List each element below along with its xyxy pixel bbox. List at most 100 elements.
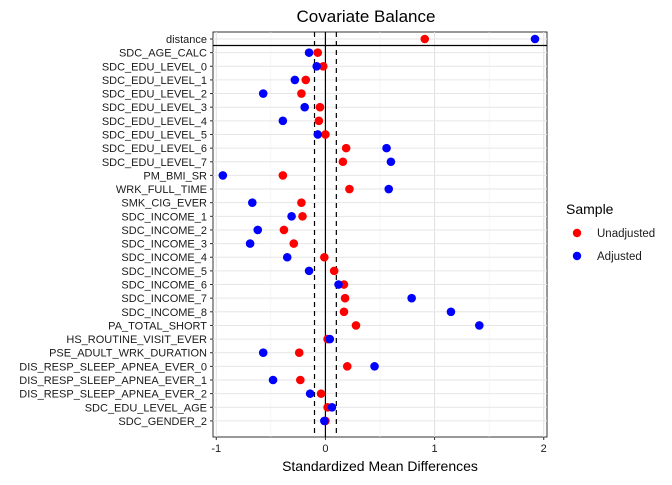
point-unadjusted bbox=[320, 252, 329, 262]
category-label: SDC_INCOME_5 bbox=[121, 266, 207, 278]
category-label: SDC_EDU_LEVEL_AGE bbox=[85, 402, 207, 414]
category-label: SDC_EDU_LEVEL_5 bbox=[102, 129, 207, 141]
point-adjusted bbox=[313, 130, 323, 139]
point-unadjusted bbox=[296, 375, 305, 385]
point-adjusted bbox=[305, 389, 315, 398]
legend-key-adjusted bbox=[572, 251, 582, 261]
legend-label-unadjusted: Unadjusted bbox=[597, 228, 655, 240]
point-adjusted bbox=[300, 102, 309, 112]
point-unadjusted bbox=[289, 239, 299, 248]
point-adjusted bbox=[282, 252, 292, 262]
category-label: SMK_CIG_EVER bbox=[121, 198, 207, 210]
point-unadjusted bbox=[298, 212, 307, 221]
category-label: SDC_INCOME_3 bbox=[121, 239, 207, 251]
category-label: distance bbox=[166, 34, 207, 46]
point-adjusted bbox=[218, 171, 228, 180]
point-adjusted bbox=[258, 89, 268, 98]
legend-key-unadjusted bbox=[572, 228, 582, 238]
legend-label-adjusted: Adjusted bbox=[597, 251, 642, 263]
x-tick-label: 2 bbox=[541, 443, 547, 455]
reference-lines bbox=[213, 32, 547, 437]
point-adjusted bbox=[334, 280, 343, 289]
point-adjusted bbox=[382, 143, 391, 153]
category-label: PM_BMI_SR bbox=[143, 170, 207, 182]
data-points bbox=[218, 34, 540, 426]
point-unadjusted bbox=[297, 198, 306, 207]
point-unadjusted bbox=[318, 61, 328, 71]
point-adjusted bbox=[386, 157, 396, 167]
category-label: PSE_ADULT_WRK_DURATION bbox=[49, 348, 207, 360]
category-label: SDC_INCOME_4 bbox=[121, 252, 207, 264]
point-unadjusted bbox=[301, 75, 311, 85]
category-label: SDC_INCOME_8 bbox=[121, 307, 207, 319]
point-unadjusted bbox=[279, 225, 289, 235]
point-adjusted bbox=[304, 48, 314, 57]
point-adjusted bbox=[325, 334, 335, 344]
point-unadjusted bbox=[316, 389, 326, 398]
category-label: SDC_EDU_LEVEL_1 bbox=[102, 75, 207, 87]
category-label: WRK_FULL_TIME bbox=[116, 184, 207, 196]
point-unadjusted bbox=[340, 293, 350, 303]
category-label: SDC_EDU_LEVEL_3 bbox=[102, 102, 207, 114]
category-label: DIS_RESP_SLEEP_APNEA_EVER_0 bbox=[19, 361, 207, 373]
point-unadjusted bbox=[341, 143, 351, 153]
point-adjusted bbox=[247, 198, 257, 207]
category-label: SDC_GENDER_2 bbox=[118, 416, 207, 428]
category-label: DIS_RESP_SLEEP_APNEA_EVER_1 bbox=[19, 375, 207, 387]
x-tick-label: -1 bbox=[211, 443, 221, 455]
x-tick-label: 0 bbox=[322, 443, 328, 455]
category-label: HS_ROUTINE_VISIT_EVER bbox=[66, 334, 207, 346]
category-label: SDC_EDU_LEVEL_0 bbox=[102, 61, 207, 73]
category-label: SDC_EDU_LEVEL_2 bbox=[102, 89, 207, 101]
category-label: DIS_RESP_SLEEP_APNEA_EVER_2 bbox=[19, 389, 207, 401]
x-ticks: -1 0 1 2 bbox=[211, 437, 547, 455]
point-unadjusted bbox=[315, 102, 325, 112]
point-adjusted bbox=[290, 75, 300, 85]
category-label: SDC_EDU_LEVEL_6 bbox=[102, 143, 207, 155]
point-adjusted bbox=[370, 362, 379, 371]
point-unadjusted bbox=[278, 171, 288, 180]
point-unadjusted bbox=[420, 34, 430, 44]
chart-title: Covariate Balance bbox=[297, 7, 436, 26]
point-adjusted bbox=[475, 321, 484, 330]
point-adjusted bbox=[446, 307, 456, 317]
point-adjusted bbox=[287, 212, 296, 221]
point-adjusted bbox=[312, 61, 321, 71]
grid-layer bbox=[213, 32, 547, 437]
point-unadjusted bbox=[339, 307, 349, 317]
category-label: SDC_INCOME_7 bbox=[121, 293, 207, 305]
category-label: SDC_AGE_CALC bbox=[119, 48, 207, 60]
legend: Sample Unadjusted Adjusted bbox=[566, 201, 655, 263]
point-unadjusted bbox=[297, 89, 306, 98]
x-axis-label: Standardized Mean Differences bbox=[282, 458, 478, 474]
point-adjusted bbox=[530, 34, 540, 44]
x-tick-label: 1 bbox=[432, 443, 438, 455]
point-unadjusted bbox=[314, 116, 324, 126]
point-adjusted bbox=[253, 225, 263, 235]
point-adjusted bbox=[327, 402, 337, 412]
point-unadjusted bbox=[294, 348, 304, 358]
category-label: SDC_INCOME_2 bbox=[121, 225, 207, 237]
point-adjusted bbox=[278, 116, 288, 126]
point-adjusted bbox=[268, 375, 278, 385]
point-unadjusted bbox=[342, 362, 352, 371]
point-unadjusted bbox=[313, 48, 323, 57]
category-label: SDC_INCOME_6 bbox=[121, 280, 207, 292]
point-adjusted bbox=[384, 184, 394, 194]
point-adjusted bbox=[407, 293, 416, 303]
point-adjusted bbox=[320, 416, 329, 426]
point-unadjusted bbox=[321, 130, 330, 139]
point-unadjusted bbox=[351, 321, 361, 330]
category-label: SDC_EDU_LEVEL_4 bbox=[102, 116, 207, 128]
category-label: SDC_EDU_LEVEL_7 bbox=[102, 157, 207, 169]
point-adjusted bbox=[304, 266, 314, 276]
point-unadjusted bbox=[329, 266, 339, 276]
category-label: SDC_INCOME_1 bbox=[121, 211, 207, 223]
point-adjusted bbox=[245, 239, 255, 248]
category-label: PA_TOTAL_SHORT bbox=[108, 320, 207, 332]
point-unadjusted bbox=[338, 157, 348, 167]
point-unadjusted bbox=[345, 184, 354, 194]
